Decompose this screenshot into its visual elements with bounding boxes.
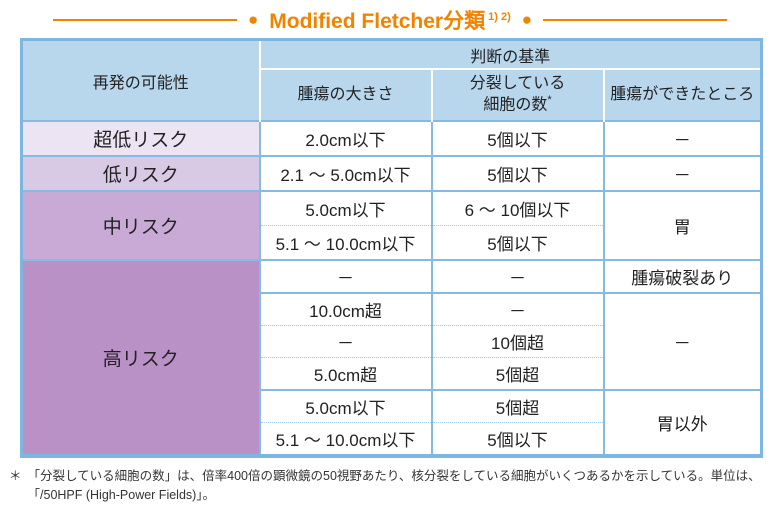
title-reference-marks: 1) 2) — [488, 11, 511, 23]
table-row: 超低リスク 2.0cm以下 5個以下 － — [20, 120, 762, 156]
size-cell: 5.0cm以下 — [258, 190, 432, 226]
footnote-asterisk: ＊ — [9, 469, 22, 483]
header-mitotic-cell-count: 分裂している 細胞の数* — [430, 68, 604, 121]
site-cell: － — [602, 120, 762, 156]
title-rule-left — [52, 19, 237, 21]
footnote: ＊ 「分裂している細胞の数」は、倍率400倍の顕微鏡の50視野あたり、核分裂をし… — [9, 467, 770, 506]
bullet-icon: ● — [521, 9, 533, 29]
count-cell: 5個以下 — [430, 422, 604, 456]
table-row: － 10個超 — [22, 325, 762, 358]
risk-label-low: 低リスク — [20, 155, 260, 191]
size-cell: 2.0cm以下 — [258, 120, 432, 156]
table-row: 10.0cm超 － － — [22, 292, 762, 390]
header-row-2: 腫瘍の大きさ 分裂している 細胞の数* 腫瘍ができたところ — [22, 68, 762, 121]
header-row-1: 再発の可能性 判断の基準 — [20, 38, 762, 121]
table-row: 5.1 ～ 10.0cm以下 5個以下 — [22, 422, 762, 456]
asterisk-mark: * — [547, 94, 552, 107]
size-cell: 10.0cm超 — [258, 292, 432, 326]
header-tumor-size: 腫瘍の大きさ — [258, 68, 432, 121]
table-row: 低リスク 2.1 ～ 5.0cm以下 5個以下 － — [20, 155, 762, 191]
site-cell: 腫瘍破裂あり — [602, 259, 762, 293]
table-row: 5.0cm超 5個超 — [22, 357, 762, 390]
size-cell: － — [258, 259, 432, 293]
risk-label-intermediate: 中リスク — [20, 190, 260, 260]
count-cell: － — [430, 292, 604, 326]
page-title: Modified Fletcher分類 1) 2) — [269, 5, 510, 35]
header-tumor-site: 腫瘍ができたところ — [602, 68, 762, 121]
size-cell: 5.1 ～ 10.0cm以下 — [258, 225, 432, 260]
size-cell: 2.1 ～ 5.0cm以下 — [258, 155, 432, 191]
count-cell: 5個超 — [430, 357, 604, 390]
count-cell: 5個超 — [430, 389, 604, 423]
site-cell: 胃以外 — [602, 389, 762, 456]
title-rule-right — [543, 19, 728, 21]
risk-label-high: 高リスク — [20, 259, 260, 456]
size-cell: 5.1 ～ 10.0cm以下 — [258, 422, 432, 456]
fletcher-classification-table: 再発の可能性 判断の基準 腫瘍の大きさ 分裂している 細胞の数* 腫瘍ができたとこ… — [20, 38, 764, 458]
footnote-text: 「分裂している細胞の数」は、倍率400倍の顕微鏡の50視野あたり、核分裂をしてい… — [28, 467, 761, 506]
header-mitotic-line1: 分裂している — [469, 75, 566, 93]
figure-title: ● Modified Fletcher分類 1) 2) ● — [0, 0, 780, 38]
size-cell: － — [258, 325, 432, 358]
count-cell: － — [430, 259, 604, 293]
header-mitotic-line2: 細胞の数 — [483, 96, 548, 114]
footnote-line1: 「分裂している細胞の数」は、倍率400倍の顕微鏡の50視野あたり、核分裂をしてい… — [27, 469, 761, 483]
table-row: 5.1 ～ 10.0cm以下 5個以下 — [22, 225, 762, 260]
count-cell: 5個以下 — [430, 155, 604, 191]
count-cell: 6 ～ 10個以下 — [430, 190, 604, 226]
site-cell: － — [602, 292, 762, 390]
site-cell: － — [602, 155, 762, 191]
table-row: 高リスク － － 腫瘍破裂あり — [20, 259, 762, 456]
site-cell: 胃 — [602, 190, 762, 260]
footnote-line2: 「/50HPF (High-Power Fields)」。 — [27, 488, 216, 503]
page-title-text: Modified Fletcher分類 — [269, 10, 486, 33]
table-row: 5.0cm以下 5個超 胃以外 — [22, 389, 762, 456]
header-recurrence-possibility: 再発の可能性 — [20, 38, 260, 121]
size-cell: 5.0cm超 — [258, 357, 432, 390]
size-cell: 5.0cm以下 — [258, 389, 432, 423]
table-row: 中リスク 5.0cm以下 6 ～ 10個以下 胃 — [20, 190, 762, 260]
count-cell: 5個以下 — [430, 225, 604, 260]
risk-label-very-low: 超低リスク — [20, 120, 260, 156]
header-judgment-criteria: 判断の基準 — [258, 38, 762, 69]
bullet-icon: ● — [247, 9, 259, 29]
count-cell: 5個以下 — [430, 120, 604, 156]
count-cell: 10個超 — [430, 325, 604, 358]
